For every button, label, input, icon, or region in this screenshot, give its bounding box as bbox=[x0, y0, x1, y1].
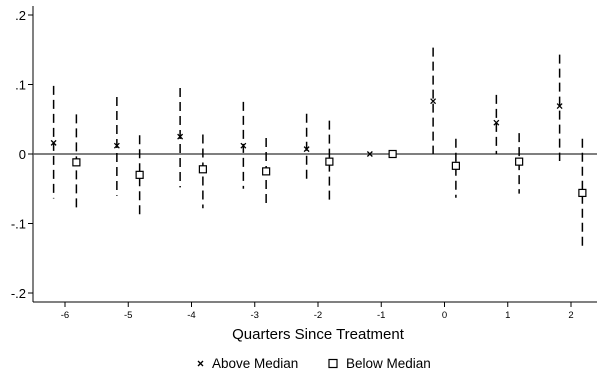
x-tick-label: -1 bbox=[377, 310, 385, 321]
y-tick-label: 0 bbox=[19, 147, 26, 162]
data-point-x bbox=[240, 142, 247, 149]
data-point-square bbox=[135, 170, 144, 179]
x-tick-label: -5 bbox=[124, 310, 132, 321]
x-tick-label: 2 bbox=[568, 310, 573, 321]
data-point-square bbox=[388, 149, 397, 159]
data-point-square bbox=[72, 158, 81, 167]
x-axis: -6 -5 -4 -3 -2 -1 0 1 2 bbox=[61, 302, 574, 321]
y-tick-label: -.2 bbox=[11, 286, 26, 301]
series-below-median bbox=[72, 114, 587, 248]
data-point-x bbox=[493, 119, 500, 126]
series-above-median bbox=[50, 47, 563, 199]
data-point-square bbox=[198, 165, 207, 174]
x-tick-label: -2 bbox=[314, 310, 322, 321]
legend: Above Median Below Median bbox=[197, 356, 431, 371]
legend-entry-above-median: Above Median bbox=[197, 356, 298, 371]
legend-marker-square bbox=[328, 358, 338, 369]
x-axis-title: Quarters Since Treatment bbox=[232, 326, 405, 343]
legend-label: Above Median bbox=[212, 356, 298, 371]
data-point-square bbox=[515, 157, 524, 166]
chart-marks bbox=[50, 47, 587, 248]
x-tick-label: 1 bbox=[505, 310, 510, 321]
legend-entry-below-median: Below Median bbox=[328, 356, 431, 371]
data-point-x bbox=[366, 151, 373, 157]
y-tick-label: .2 bbox=[15, 8, 26, 23]
data-point-square bbox=[578, 188, 587, 198]
y-axis: .2 .1 0 -.1 -.2 bbox=[11, 8, 33, 301]
data-point-x bbox=[177, 133, 184, 140]
x-tick-label: -3 bbox=[251, 310, 259, 321]
data-point-square bbox=[451, 161, 460, 170]
data-point-x bbox=[303, 146, 310, 153]
data-point-x bbox=[50, 139, 57, 146]
data-point-x bbox=[556, 103, 563, 110]
data-point-square bbox=[262, 167, 271, 176]
x-tick-label: 0 bbox=[442, 310, 447, 321]
x-tick-label: -4 bbox=[187, 310, 195, 321]
legend-label: Below Median bbox=[346, 356, 431, 371]
data-point-square bbox=[325, 157, 334, 166]
data-point-x bbox=[113, 142, 120, 149]
y-tick-label: .1 bbox=[15, 78, 26, 93]
x-tick-label: -6 bbox=[61, 310, 69, 321]
data-point-x bbox=[430, 98, 437, 105]
y-tick-label: -.1 bbox=[11, 217, 26, 232]
